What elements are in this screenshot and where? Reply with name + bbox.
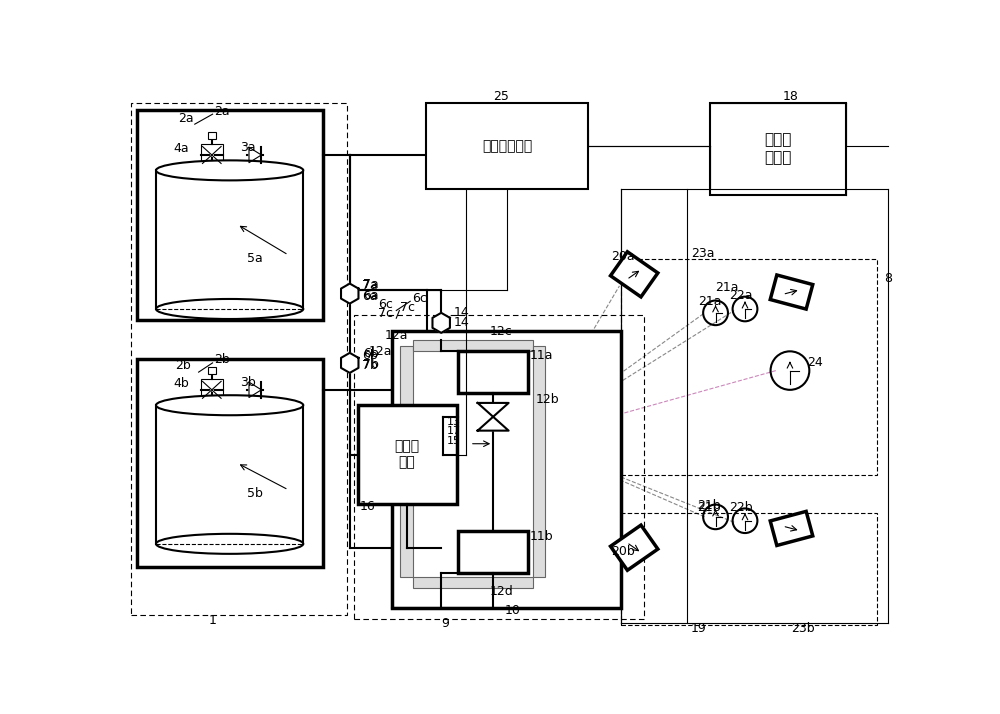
Text: 2a: 2a [214, 106, 230, 119]
Text: 23a: 23a [691, 247, 714, 260]
Text: 11b: 11b [530, 530, 553, 543]
Text: 21a: 21a [716, 281, 739, 294]
Text: 19: 19 [691, 622, 706, 635]
Text: 6a: 6a [363, 288, 379, 301]
Text: 20a: 20a [611, 250, 635, 263]
Text: 6b: 6b [363, 347, 379, 360]
Bar [201, 144, 223, 166]
Bar [458, 531, 528, 573]
Text: 17: 17 [447, 426, 461, 436]
Text: 13: 13 [447, 417, 461, 427]
Bar [137, 359, 323, 567]
Text: 5a: 5a [247, 253, 263, 266]
Text: 9: 9 [441, 617, 449, 630]
Polygon shape [478, 403, 509, 417]
Polygon shape [341, 283, 358, 303]
Polygon shape [770, 511, 813, 545]
Text: 12a: 12a [369, 345, 393, 358]
Polygon shape [202, 146, 221, 164]
Text: 7a: 7a [363, 278, 379, 291]
Text: 2b: 2b [175, 358, 191, 372]
Text: 22a: 22a [730, 288, 753, 301]
Ellipse shape [156, 396, 303, 416]
Text: 7c: 7c [378, 307, 393, 320]
Bar [354, 315, 644, 619]
Bar [621, 513, 877, 625]
Polygon shape [432, 313, 450, 333]
Polygon shape [249, 147, 261, 163]
Text: 力加载
装置: 力加载 装置 [395, 439, 420, 470]
Text: 23b: 23b [792, 622, 815, 635]
Text: 6c: 6c [378, 298, 393, 311]
Bar [131, 103, 347, 615]
Text: 2a: 2a [178, 111, 193, 124]
Text: 11a: 11a [530, 349, 553, 363]
Bar [201, 379, 223, 401]
Text: 21b: 21b [697, 501, 721, 514]
Ellipse shape [156, 299, 303, 319]
Polygon shape [478, 417, 509, 431]
Text: 3a: 3a [240, 141, 255, 154]
Bar [156, 171, 303, 309]
Bar [137, 111, 323, 320]
Text: 22b: 22b [730, 501, 753, 514]
Bar [413, 340, 533, 351]
Bar [621, 259, 877, 475]
Bar [710, 103, 846, 195]
Polygon shape [610, 252, 658, 297]
Bar [156, 406, 303, 544]
Text: 8: 8 [885, 272, 893, 285]
Polygon shape [770, 275, 813, 309]
Text: 18: 18 [782, 90, 798, 103]
Bar [358, 406, 457, 504]
Text: 3b: 3b [240, 376, 255, 388]
Text: 20b: 20b [611, 545, 635, 558]
Polygon shape [341, 353, 358, 373]
Text: 7c: 7c [400, 301, 415, 314]
Text: 14: 14 [454, 316, 469, 329]
Text: 21b: 21b [697, 499, 721, 512]
Text: 7a: 7a [362, 279, 378, 292]
Polygon shape [610, 525, 658, 570]
Text: 21a: 21a [698, 295, 722, 308]
Bar [400, 346, 413, 577]
Polygon shape [249, 382, 261, 398]
Text: 15: 15 [447, 436, 461, 446]
Ellipse shape [156, 534, 303, 554]
Text: 6b: 6b [362, 348, 378, 362]
Text: 10: 10 [505, 604, 521, 618]
Text: 14: 14 [454, 306, 469, 319]
Bar [392, 331, 621, 608]
Text: 12c: 12c [489, 325, 512, 338]
Text: 6a: 6a [362, 290, 378, 303]
Bar [208, 132, 216, 139]
Text: 同步控制单元: 同步控制单元 [482, 139, 532, 153]
Polygon shape [202, 381, 221, 398]
Text: 5b: 5b [247, 487, 263, 501]
Text: 4b: 4b [173, 377, 189, 390]
Text: 图像处
理单元: 图像处 理单元 [764, 133, 791, 165]
Text: 1: 1 [209, 614, 217, 628]
Bar [208, 367, 216, 373]
Text: 12d: 12d [489, 585, 513, 598]
Bar [413, 577, 533, 588]
Text: 12b: 12b [536, 393, 559, 406]
Polygon shape [202, 381, 221, 398]
Text: 4a: 4a [173, 142, 189, 156]
Text: 25: 25 [493, 90, 509, 103]
Text: 2b: 2b [214, 353, 230, 366]
Text: 7b: 7b [362, 359, 378, 373]
Bar [458, 351, 528, 393]
Bar [533, 346, 545, 577]
Polygon shape [202, 146, 221, 164]
Text: 7b: 7b [363, 358, 379, 371]
Ellipse shape [156, 161, 303, 181]
Text: 16: 16 [360, 501, 376, 513]
Bar [426, 103, 588, 189]
Text: 6c: 6c [412, 292, 427, 305]
Text: 12a: 12a [385, 329, 408, 343]
Text: 24: 24 [807, 356, 823, 369]
